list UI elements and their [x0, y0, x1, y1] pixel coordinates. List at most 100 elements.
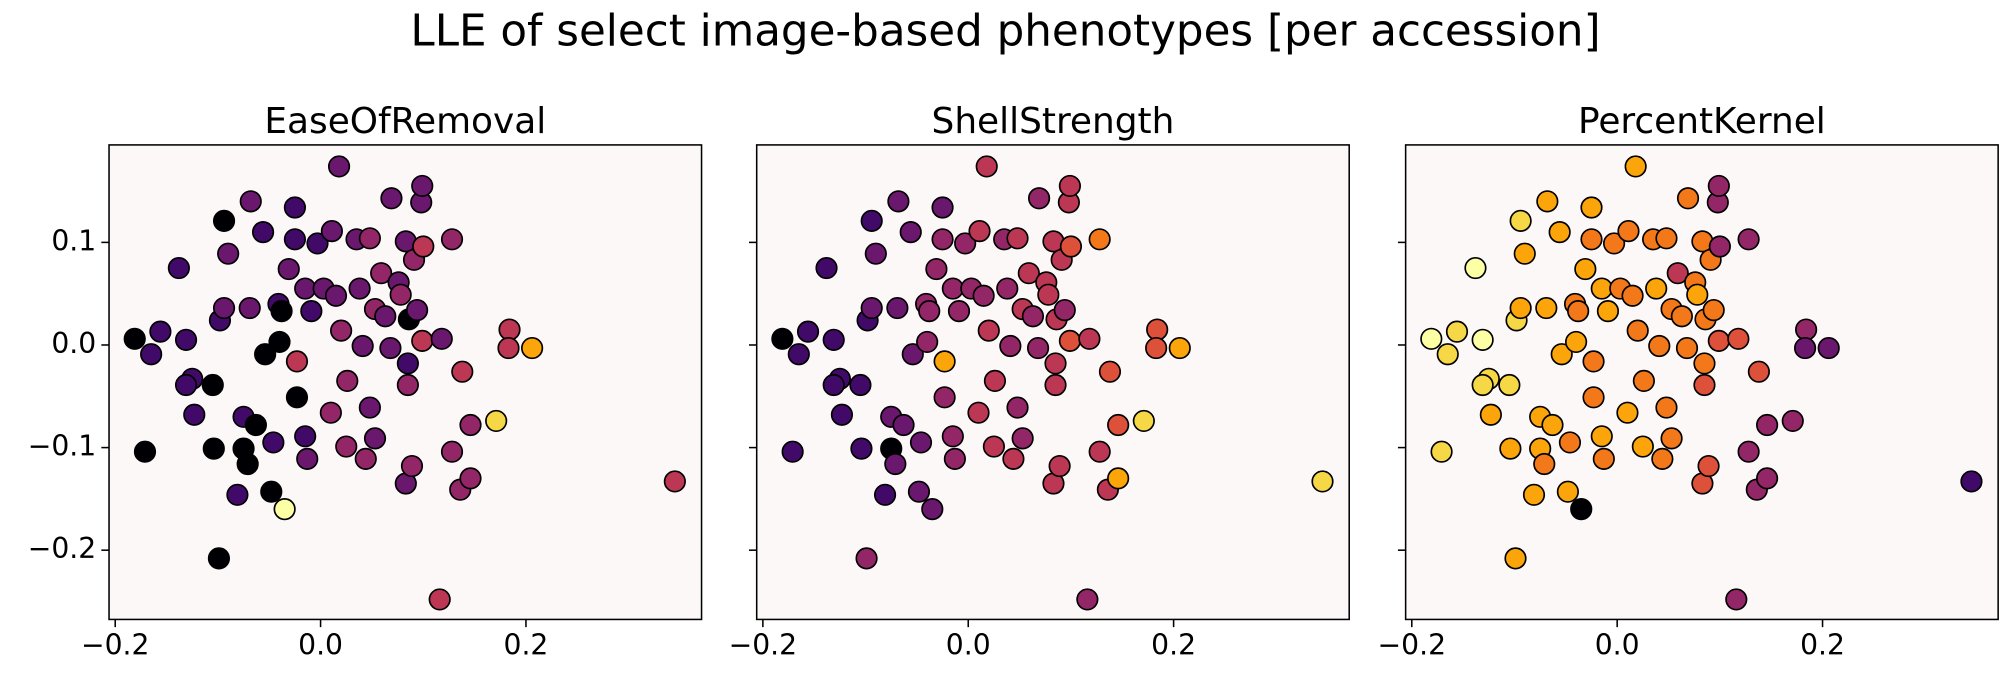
- point: [1602, 232, 1626, 255]
- point: [459, 467, 482, 490]
- point: [1960, 470, 1983, 493]
- point: [1548, 221, 1571, 244]
- point: [1693, 352, 1716, 375]
- point: [1727, 327, 1750, 350]
- point: [1436, 343, 1459, 366]
- point: [1037, 283, 1060, 306]
- point: [1026, 336, 1050, 360]
- point: [239, 190, 262, 213]
- point: [1655, 396, 1678, 419]
- point: [1702, 299, 1725, 322]
- point: [285, 386, 309, 409]
- point: [931, 196, 954, 219]
- figure-title: LLE of select image-based phenotypes [pe…: [410, 6, 1600, 56]
- point: [1592, 447, 1615, 470]
- point: [296, 447, 319, 470]
- point: [354, 447, 377, 470]
- point: [238, 296, 261, 320]
- point: [884, 452, 907, 476]
- point: [975, 155, 998, 178]
- point: [909, 431, 933, 454]
- point: [996, 277, 1019, 300]
- point: [947, 300, 971, 323]
- point: [901, 343, 924, 366]
- point: [815, 256, 838, 280]
- point: [1707, 174, 1730, 198]
- point: [1621, 284, 1644, 307]
- point: [954, 232, 977, 255]
- point: [860, 296, 883, 320]
- point: [1522, 483, 1546, 506]
- point: [1048, 454, 1071, 478]
- point: [822, 328, 845, 351]
- point: [1044, 373, 1067, 397]
- point: [167, 256, 190, 280]
- x-tick-label: 0.2: [504, 628, 549, 661]
- point: [941, 425, 964, 448]
- point: [1550, 343, 1573, 366]
- point: [1504, 547, 1527, 570]
- point: [1655, 227, 1678, 250]
- point: [277, 257, 300, 281]
- point: [1580, 196, 1603, 219]
- point: [921, 498, 944, 521]
- point: [330, 319, 353, 342]
- point: [260, 480, 283, 503]
- point: [933, 386, 956, 409]
- point: [174, 328, 198, 351]
- y-tick-label: 0.0: [51, 327, 96, 360]
- point: [1011, 427, 1034, 450]
- point: [254, 343, 277, 366]
- y-tick-label: −0.2: [28, 532, 96, 565]
- point: [983, 369, 1007, 392]
- point: [174, 373, 198, 397]
- point: [822, 373, 845, 397]
- point: [1107, 467, 1130, 490]
- point: [411, 174, 434, 198]
- point: [943, 447, 966, 470]
- point: [967, 401, 990, 424]
- point: [1027, 187, 1051, 210]
- point: [849, 373, 872, 397]
- point: [217, 242, 240, 265]
- point: [1626, 319, 1649, 342]
- point: [370, 262, 393, 285]
- point: [925, 257, 948, 281]
- point: [1565, 330, 1588, 354]
- y-tick-label: −0.1: [28, 430, 96, 463]
- point: [1645, 277, 1668, 300]
- point: [183, 403, 206, 426]
- point: [887, 190, 910, 213]
- point: [1088, 228, 1111, 251]
- point: [1725, 588, 1748, 611]
- point: [374, 305, 397, 328]
- subplot-title: EaseOfRemoval: [264, 101, 546, 142]
- point: [319, 401, 342, 424]
- point: [1445, 320, 1469, 343]
- point: [1670, 305, 1693, 328]
- point: [1536, 190, 1559, 213]
- point: [389, 283, 412, 306]
- point: [899, 221, 922, 244]
- point: [207, 547, 231, 570]
- point: [412, 235, 435, 258]
- point: [941, 277, 964, 300]
- point: [140, 343, 163, 366]
- point: [1795, 318, 1818, 341]
- point: [1756, 467, 1779, 490]
- plot-frame: [108, 144, 703, 621]
- point: [999, 334, 1022, 358]
- subplot: ShellStrength −0.2 0.0 0.2: [729, 101, 1350, 661]
- point: [1006, 227, 1029, 250]
- point: [916, 330, 939, 354]
- point: [268, 330, 291, 354]
- subplot-title: ShellStrength: [932, 101, 1175, 142]
- point: [1059, 235, 1083, 258]
- point: [1044, 352, 1067, 375]
- point: [1058, 174, 1081, 198]
- point: [1817, 336, 1840, 360]
- point: [1430, 440, 1453, 463]
- point: [400, 454, 424, 478]
- point: [873, 483, 897, 506]
- point: [1793, 336, 1817, 360]
